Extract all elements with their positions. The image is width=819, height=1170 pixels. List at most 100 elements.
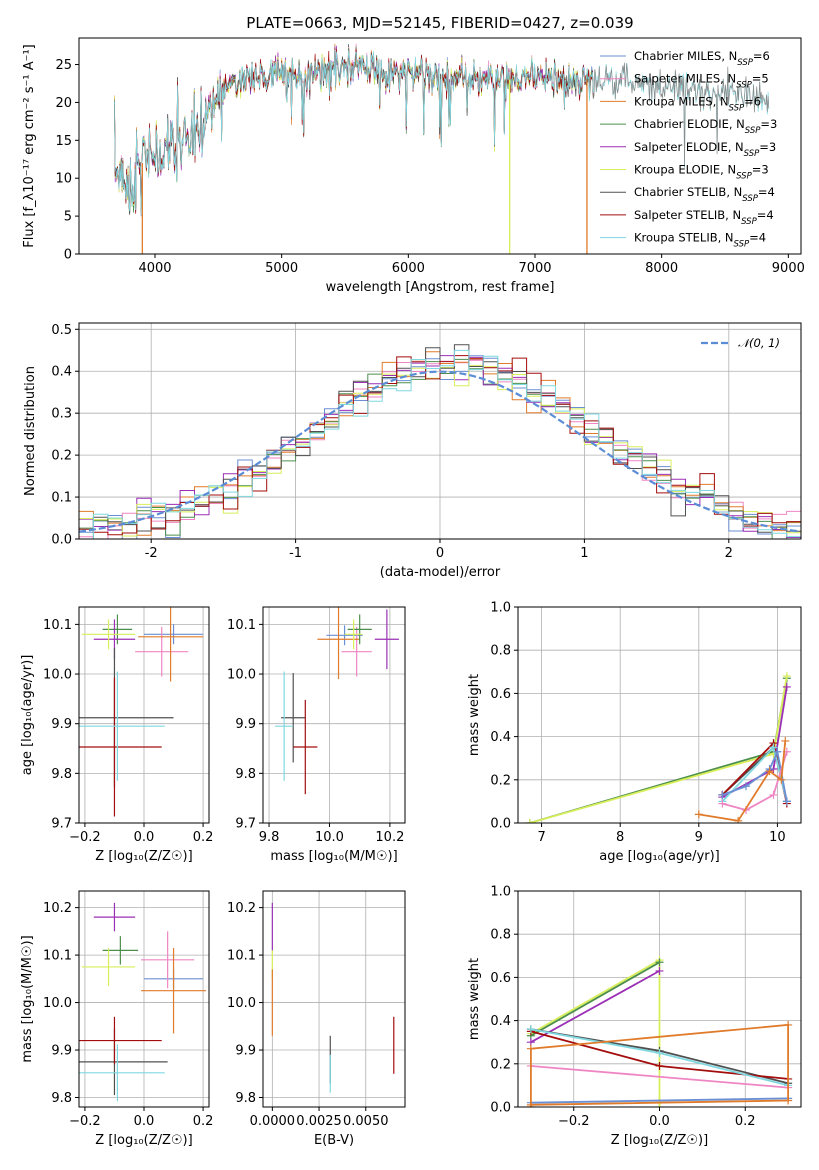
mass_vs_EBV-ytick-label: 9.8 <box>235 1091 256 1106</box>
mass-weight-marker <box>718 799 727 808</box>
age_vs_Z-plot-area <box>79 607 204 817</box>
age_vs_Z-ytick-label: 10.1 <box>43 618 72 633</box>
spectrum-xtick-label: 5000 <box>265 261 298 276</box>
residual_hist-ytick-label: 0.0 <box>51 533 72 548</box>
spectrum-xlabel: wavelength [Angstrom, rest frame] <box>326 280 555 295</box>
mass_vs_Z-xlabel: Z [log₁₀(Z/Z☉)] <box>95 1133 192 1148</box>
mass-weight-marker <box>526 1025 535 1034</box>
mass-weight-marker <box>655 1103 664 1107</box>
figure-title: PLATE=0663, MJD=52145, FIBERID=0427, z=0… <box>246 14 633 32</box>
mass_vs_Z-frame <box>78 890 210 1108</box>
massweight_vs_age-ytick-label: 1.0 <box>490 601 511 616</box>
massweight_vs_Z-ylabel: mass weight <box>467 958 482 1040</box>
legend-label: Kroupa ELODIE, NSSP=3 <box>634 163 769 182</box>
spectrum-ytick-label: 0 <box>64 248 72 263</box>
spectrum-panel: 4000 5000 6000 7000 8000 9000 0 5 10 15 20 25 wavele… <box>22 37 805 295</box>
age_vs_mass-ytick-label: 10.0 <box>227 668 256 683</box>
mass_vs_Z-ytick-label: 9.8 <box>51 1091 72 1106</box>
legend-label: Salpeter ELODIE, NSSP=3 <box>634 140 776 159</box>
normal-curve <box>79 370 799 533</box>
mass-weight-line <box>530 1065 789 1089</box>
spectrum-line <box>592 62 770 168</box>
massweight_vs_Z-ytick-label: 0.2 <box>490 1057 511 1072</box>
mass-weight-marker <box>784 1096 793 1105</box>
spectrum-ylabel: Flux [f_λ10⁻¹⁷ erg cm⁻² s⁻¹ A⁻¹] <box>22 44 37 248</box>
residual_hist-ytick-label: 0.2 <box>51 449 72 464</box>
residual_hist-xtick-label: 0 <box>436 546 444 561</box>
spectrum-ytick-label: 5 <box>64 210 72 225</box>
residual_hist-xtick-label: -1 <box>289 546 302 561</box>
spectrum-xtick-label: 6000 <box>392 261 425 276</box>
age_vs_mass-ytick-label: 9.8 <box>235 767 256 782</box>
massweight_vs_age-ytick-label: 0.2 <box>490 773 511 788</box>
massweight_vs_age-ytick-label: 0.0 <box>490 817 511 832</box>
mass-weight-marker <box>655 966 664 975</box>
mass_vs_Z-ylabel: mass [log₁₀(M/M☉)] <box>20 935 35 1062</box>
mass-weight-marker <box>782 682 791 691</box>
spectrum-legend: Chabrier MILES, NSSP=6 Salpeter MILES, NS… <box>600 49 777 250</box>
spectrum-xtick-label: 9000 <box>772 261 805 276</box>
mass_vs_EBV-xtick-label: 0.0050 <box>343 1114 389 1129</box>
mass-weight-marker <box>526 1044 535 1053</box>
age_vs_mass-ytick-label: 10.1 <box>227 618 256 633</box>
massweight_vs_Z-panel: −0.2 0.0 0.2 0.0 0.2 0.4 0.6 0.8 1.0 Z [log₁₀(Z/Z… <box>467 885 802 1148</box>
mass-weight-marker <box>718 790 727 799</box>
mass-weight-marker <box>655 958 664 967</box>
age_vs_Z-xlabel: Z [log₁₀(Z/Z☉)] <box>95 849 192 864</box>
age_vs_Z-ytick-label: 10.0 <box>43 668 72 683</box>
mass-weight-marker <box>782 672 791 681</box>
mass-weight-marker <box>655 1061 664 1070</box>
mass_vs_Z-panel: −0.2 0.0 0.2 9.8 9.9 10.0 10.1 10.2 Z [log₁₀(Z/Z… <box>20 890 213 1148</box>
age_vs_mass-ytick-label: 9.9 <box>235 717 256 732</box>
mass-weight-marker <box>694 810 703 819</box>
spectrum-ytick-label: 25 <box>55 58 72 73</box>
spectrum-frame <box>78 37 802 255</box>
mass-weight-marker <box>769 790 778 799</box>
age_vs_Z-xtick-label: −0.2 <box>69 830 101 845</box>
age_vs_Z-ytick-label: 9.7 <box>51 817 72 832</box>
age_vs_Z-panel: −0.2 0.0 0.2 9.7 9.8 9.9 10.0 10.1 Z [log₁₀(Z/Z☉… <box>20 606 213 864</box>
mass_vs_Z-ytick-label: 10.1 <box>43 949 72 964</box>
hist-legend-label: 𝒩(0, 1) <box>738 336 780 350</box>
residual_hist-xtick-label: 2 <box>725 546 733 561</box>
mass_vs_Z-ytick-label: 10.2 <box>43 901 72 916</box>
mass-weight-marker <box>769 743 778 752</box>
massweight_vs_Z-ytick-label: 0.0 <box>490 1101 511 1116</box>
spectrum-xtick-label: 7000 <box>518 261 551 276</box>
histogram-step <box>79 355 801 536</box>
massweight_vs_age-xtick-label: 7 <box>537 830 545 845</box>
residual_hist-ytick-label: 0.5 <box>51 323 72 338</box>
age_vs_Z-ylabel: age [log₁₀(age/yr)] <box>20 655 35 776</box>
age_vs_mass-xtick-label: 10.0 <box>315 830 344 845</box>
mass-weight-marker <box>526 1103 535 1107</box>
residual_hist-ytick-label: 0.3 <box>51 407 72 422</box>
age_vs_mass-plot-area <box>275 607 399 795</box>
residual_hist-xtick-label: -2 <box>145 546 158 561</box>
residual_hist-ytick-label: 0.1 <box>51 491 72 506</box>
massweight_vs_Z-ytick-label: 0.4 <box>490 1014 511 1029</box>
massweight_vs_age-xtick-label: 9 <box>695 830 703 845</box>
age_vs_mass-xtick-label: 10.2 <box>375 830 404 845</box>
age_vs_Z-ytick-label: 9.8 <box>51 767 72 782</box>
massweight_vs_Z-xtick-label: −0.2 <box>558 1114 590 1129</box>
spectrum-ytick-label: 10 <box>55 172 72 187</box>
mass-weight-marker <box>765 767 774 776</box>
massweight_vs_age-ytick-label: 0.8 <box>490 644 511 659</box>
age_vs_Z-frame <box>78 606 210 824</box>
age_vs_Z-ytick-label: 9.9 <box>51 717 72 732</box>
age_vs_mass-xlabel: mass [log₁₀(M/M☉)] <box>270 849 397 864</box>
massweight_vs_Z-ytick-label: 0.6 <box>490 971 511 986</box>
mass-weight-marker <box>782 797 791 806</box>
mass-weight-line <box>722 751 788 811</box>
histogram-step <box>79 349 801 539</box>
mass-weight-marker <box>734 816 743 823</box>
age_vs_Z-xtick-label: 0.0 <box>134 830 155 845</box>
residual_hist-ytick-label: 0.4 <box>51 365 72 380</box>
residual_hist-xlabel: (data-model)/error <box>380 565 501 580</box>
residual_hist-panel: -2 -1 0 1 2 0.0 0.1 0.2 0.3 0.4 0.5 (data-model)/er… <box>23 322 802 580</box>
residual_hist-xtick-label: 1 <box>580 546 588 561</box>
mass-weight-marker <box>525 819 534 823</box>
legend-label: Salpeter STELIB, NSSP=4 <box>634 208 774 227</box>
